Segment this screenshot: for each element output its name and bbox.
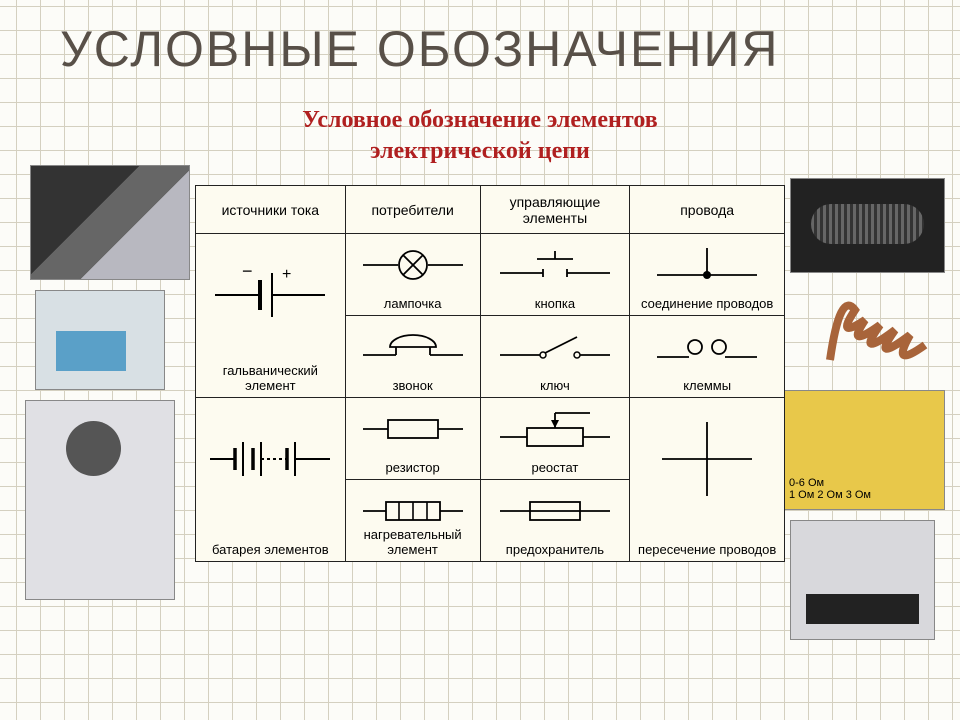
label-junction: соединение проводов xyxy=(630,296,784,311)
photo-heating-coil xyxy=(825,280,935,380)
symbol-resistor xyxy=(346,404,480,454)
subtitle-line2: электрической цепи xyxy=(370,138,590,164)
header-consumers: потребители xyxy=(345,186,480,234)
photo-rheostat xyxy=(790,178,945,273)
minus-sign: − xyxy=(242,261,253,281)
header-sources: источники тока xyxy=(196,186,346,234)
symbol-switch xyxy=(481,322,630,372)
cell-terminals: клеммы xyxy=(630,316,785,398)
symbol-bell xyxy=(346,322,480,372)
page-title: УСЛОВНЫЕ ОБОЗНАЧЕНИЯ xyxy=(60,20,780,78)
cell-resistor: резистор xyxy=(345,398,480,480)
symbol-fuse xyxy=(481,486,630,536)
label-lamp: лампочка xyxy=(346,296,480,311)
symbol-lamp xyxy=(346,240,480,290)
symbol-battery xyxy=(196,404,345,514)
cell-fuse: предохранитель xyxy=(480,480,630,562)
symbol-terminals xyxy=(630,322,784,372)
cell-heater: нагревательный элемент xyxy=(345,480,480,562)
label-fuse: предохранитель xyxy=(481,542,630,557)
photo-batteries xyxy=(30,165,190,280)
plus-sign: + xyxy=(282,266,291,283)
label-terminals: клеммы xyxy=(630,378,784,393)
cell-switch: ключ xyxy=(480,316,630,398)
cell-rheostat: реостат xyxy=(480,398,630,480)
header-wires: провода xyxy=(630,186,785,234)
label-battery: батарея элементов xyxy=(196,542,345,557)
label-bell: звонок xyxy=(346,378,480,393)
label-crossing: пересечение проводов xyxy=(630,542,784,557)
label-galvanic: гальванический элемент xyxy=(196,363,345,393)
cell-button: кнопка xyxy=(480,234,630,316)
symbol-button xyxy=(481,240,630,290)
symbol-wire-crossing xyxy=(630,404,784,514)
photo-switch xyxy=(790,520,935,640)
photo-bell xyxy=(25,400,175,600)
header-row: источники тока потребители управляющие э… xyxy=(196,186,785,234)
cell-bell: звонок xyxy=(345,316,480,398)
symbol-rheostat xyxy=(481,404,630,454)
symbol-wire-junction xyxy=(630,240,784,290)
cell-battery: батарея элементов xyxy=(196,398,346,562)
photo-galvanic-cell xyxy=(35,290,165,390)
label-button: кнопка xyxy=(481,296,630,311)
cell-galvanic: − + гальванический элемент xyxy=(196,234,346,398)
cell-crossing: пересечение проводов xyxy=(630,398,785,562)
subtitle-line1: Условное обозначение элементов xyxy=(302,107,657,133)
label-resistor: резистор xyxy=(346,460,480,475)
cell-junction: соединение проводов xyxy=(630,234,785,316)
header-controls: управляющие элементы xyxy=(480,186,630,234)
symbols-table: источники тока потребители управляющие э… xyxy=(195,185,785,562)
subtitle: Условное обозначение элементов электриче… xyxy=(0,105,960,167)
label-switch: ключ xyxy=(481,378,630,393)
photo-resistor-board xyxy=(780,390,945,510)
label-heater: нагревательный элемент xyxy=(346,527,480,557)
cell-lamp: лампочка xyxy=(345,234,480,316)
label-rheostat: реостат xyxy=(481,460,630,475)
symbol-galvanic-cell: − + xyxy=(196,240,345,350)
